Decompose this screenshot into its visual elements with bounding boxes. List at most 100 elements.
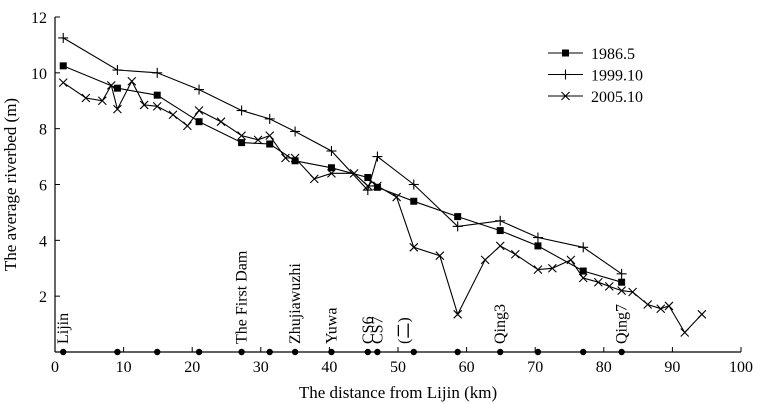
x-b [237,131,246,141]
data-point-x [183,121,192,131]
x-b [697,309,707,319]
station-dot [154,348,161,356]
y-axis-title: The average riverbed (m) [1,98,20,271]
data-point-plus [290,126,301,137]
x-tick-label: 100 [729,359,753,376]
data-point-plus [560,69,571,80]
data-point-plus [616,268,627,279]
station-dot [580,348,587,356]
data-point-x [290,153,300,163]
y-tick-label: 10 [31,66,47,83]
station-dot [534,348,542,356]
x-b [97,96,107,106]
data-point-plus [408,179,419,190]
data-point-plus [152,67,163,78]
data-point-square [327,164,335,172]
data-point-plus [194,84,205,95]
legend-label: 1999.10 [591,68,643,85]
data-point-x [265,131,275,141]
x-b [480,255,490,265]
x-b [194,106,204,115]
x-tick-label: 90 [664,359,680,376]
station-label: CS6 [360,316,377,344]
x-b [617,286,627,295]
x-b [183,121,192,131]
data-point-square [195,118,203,126]
data-point-x [617,286,627,295]
data-point-plus [326,146,337,156]
data-point-square [562,49,569,57]
data-point-square [454,213,462,221]
data-point-x [139,100,149,110]
x-b [453,309,463,319]
data-point-x [643,300,653,309]
legend-label: 2005.10 [591,89,643,106]
x-b [495,241,505,251]
data-point-square [373,183,381,191]
station-dot [266,348,273,356]
station-label: The First Dam [234,250,251,344]
station-label: (二) [396,317,413,344]
x-axis-title: The distance from Lijin (km) [299,383,497,402]
x-b [139,100,149,110]
data-point-x [480,255,490,265]
legend-item: 1986.5 [548,46,635,63]
data-point-square [266,140,274,148]
data-point-x [237,131,246,141]
data-point-x [58,78,68,87]
x-tick-label: 60 [459,359,475,376]
data-point-x [216,117,226,127]
data-point-x [127,76,137,86]
x-b [373,181,382,191]
x-b [127,76,137,86]
data-point-x [327,168,336,178]
data-point-plus [452,221,463,232]
x-tick-label: 0 [51,359,59,376]
x-b [253,135,263,145]
data-point-x [281,153,290,163]
data-point-x [392,192,402,202]
data-point-x [409,242,419,252]
x-b [327,168,336,178]
station-dot [410,348,417,356]
x-tick-label: 80 [596,359,612,376]
data-point-square [59,62,67,70]
data-point-x [253,135,263,145]
y-tick-label: 6 [39,178,47,195]
series-1986-5 [59,62,626,286]
station-dot [618,348,625,356]
data-point-square [534,242,542,250]
x-b [281,153,290,163]
legend: 1986.5 1999.10 2005.10 [548,46,643,106]
station-dot [114,348,121,356]
x-b [152,101,162,111]
data-point-x [435,251,445,261]
data-point-x [495,241,505,251]
data-point-x [578,273,588,283]
x-b [566,255,576,265]
data-point-plus [372,151,383,162]
data-point-x [604,282,614,291]
x-b [309,174,319,184]
data-point-x [194,106,204,115]
y-tick-label: 12 [31,10,47,27]
data-point-square [410,197,418,205]
x-b [628,287,638,297]
x-b [168,110,178,120]
data-point-x [547,263,557,273]
data-point-x [697,309,707,319]
x-b [106,81,116,90]
x-b [578,273,588,283]
station-dot [364,348,372,356]
x-tick-label: 30 [253,359,269,376]
data-point-square [238,139,246,147]
data-point-plus [532,232,543,243]
station-label: Zhujiawuzhi [287,263,304,344]
data-point-square [364,174,372,182]
x-b [547,263,557,273]
x-b [510,249,520,259]
y-tick-label: 4 [39,233,47,250]
station-dot [60,348,67,356]
data-point-x [309,174,319,184]
